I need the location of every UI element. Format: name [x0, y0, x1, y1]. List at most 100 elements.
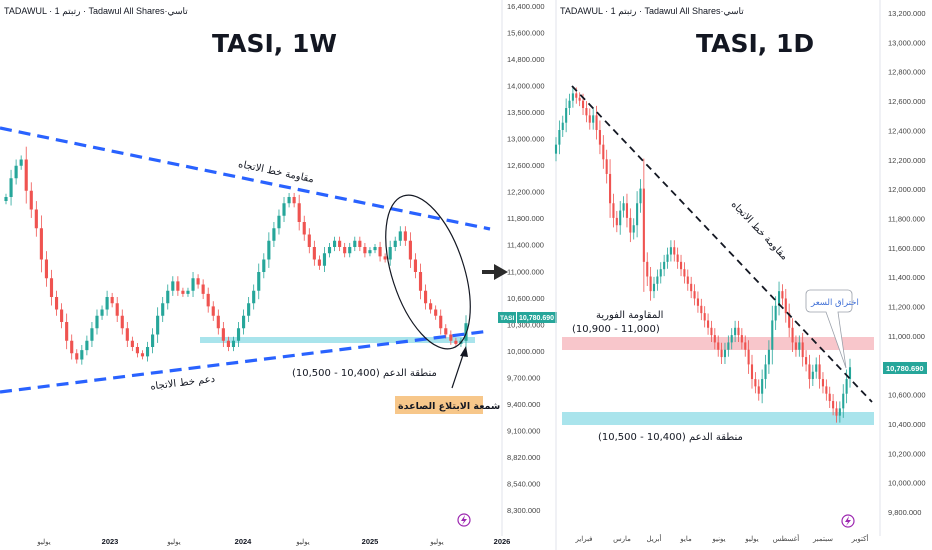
left-candle: [413, 259, 418, 272]
right-candle: [636, 203, 639, 226]
left-price-tick: 12,200.000: [507, 188, 545, 197]
right-support-zone: [562, 412, 874, 425]
left-candle: [140, 353, 145, 357]
right-price-tick: 11,600.000: [888, 244, 925, 253]
right-candle: [669, 247, 672, 255]
left-resistance-trendline: [0, 126, 491, 231]
left-candle: [65, 322, 69, 341]
left-candle: [322, 253, 327, 266]
right-candle: [791, 327, 794, 343]
left-price-tick: 16,400.000: [507, 2, 545, 11]
right-time-tick: أكتوبر: [851, 533, 869, 543]
right-candle: [734, 327, 737, 336]
right-breakout-callout: [805, 289, 853, 369]
right-price-tick: 11,200.000: [888, 303, 925, 312]
right-candle: [663, 261, 666, 270]
left-price-tick: 11,800.000: [507, 214, 544, 223]
right-candle: [561, 122, 564, 130]
left-candle: [85, 340, 89, 351]
right-price-tick: 12,000.000: [888, 185, 926, 194]
left-candle: [100, 309, 104, 316]
right-candle: [811, 371, 814, 380]
right-price-tick: 10,000.000: [888, 479, 926, 488]
right-price-axis: 13,200.000 13,000.000 12,800.000 12,600.000…: [888, 9, 926, 517]
right-candle: [737, 327, 740, 336]
left-candle: [211, 306, 215, 316]
right-candle: [744, 342, 747, 350]
left-candle: [161, 303, 165, 316]
right-candle: [602, 144, 605, 160]
left-header: TADAWUL · رتبتم 1 · Tadawul All Shares·ت…: [4, 6, 188, 17]
left-candle: [181, 290, 185, 294]
left-candle: [236, 328, 241, 341]
right-candle: [568, 100, 571, 109]
right-candle: [774, 305, 777, 321]
left-title: TASI, 1W: [212, 29, 337, 58]
left-time-tick: 2026: [494, 537, 511, 546]
left-candle: [120, 315, 124, 329]
right-header: TADAWUL · رتبتم 1 · Tadawul All Shares·ت…: [560, 6, 744, 17]
left-candle: [95, 315, 99, 329]
left-candle: [358, 240, 362, 247]
right-candle: [656, 276, 659, 284]
left-candle: [287, 197, 291, 204]
right-candle: [818, 364, 821, 380]
left-price-tick: 12,600.000: [507, 161, 545, 170]
left-price-tick: 15,600.000: [507, 29, 545, 38]
left-symbol-tag: [498, 312, 516, 323]
right-candle: [707, 320, 710, 328]
left-candle: [166, 290, 170, 304]
left-candle: [267, 240, 271, 260]
right-time-tick: مارس: [613, 535, 631, 543]
right-candle: [642, 188, 645, 262]
left-price-tick: 8,540.000: [507, 479, 540, 488]
right-candle: [740, 335, 743, 343]
right-time-tick: أغسطس: [773, 533, 800, 543]
left-candle: [307, 234, 311, 247]
left-support-label: دعم خط الاتجاه: [150, 374, 216, 393]
right-candle: [659, 269, 662, 277]
right-time-tick: يوليو: [744, 535, 758, 543]
right-price-tick: 12,800.000: [888, 68, 926, 77]
left-time-tick: 2024: [235, 537, 253, 546]
right-candle: [686, 276, 689, 284]
left-engulfing-label: شمعة الابتلاع الصاعدة: [398, 401, 500, 412]
right-candle: [717, 342, 720, 350]
left-candle: [44, 259, 49, 279]
left-time-axis: يوليو 2023 يوليو 2024 يوليو 2025 يوليو 2026: [36, 537, 510, 546]
right-candle: [825, 386, 828, 394]
right-candle: [821, 379, 825, 387]
right-candle: [575, 93, 578, 98]
left-candle: [333, 240, 337, 247]
right-price-tick: 11,800.000: [888, 214, 925, 223]
right-time-tick: مايو: [679, 535, 692, 543]
right-candle: [771, 320, 774, 350]
left-time-tick: يوليو: [429, 538, 443, 546]
left-candle: [9, 178, 13, 197]
right-candle: [588, 115, 591, 123]
right-candle: [761, 379, 764, 394]
right-candle: [585, 108, 588, 116]
right-time-tick: فبراير: [574, 535, 592, 543]
right-candle: [832, 401, 835, 409]
left-lightning-icon[interactable]: [457, 513, 471, 527]
right-candle: [784, 298, 787, 314]
right-candle: [757, 386, 760, 394]
left-candle: [226, 340, 230, 347]
left-price-tick: 10,000.000: [507, 347, 545, 356]
right-candle: [845, 379, 848, 394]
right-candle: [666, 254, 669, 262]
left-candle: [70, 340, 74, 354]
left-candle: [388, 247, 392, 260]
right-candle: [619, 210, 622, 226]
right-candle: [710, 327, 713, 336]
left-price-tick: 9,100.000: [507, 426, 540, 435]
left-candle: [24, 159, 28, 191]
right-support-zone-label: منطقة الدعم (10,400 - 10,500): [598, 432, 743, 443]
right-lightning-icon[interactable]: [841, 514, 855, 528]
left-candle: [464, 323, 468, 341]
right-time-tick: يونيو: [711, 536, 725, 543]
left-panel: TADAWUL · رتبتم 1 · Tadawul All Shares·ت…: [0, 0, 557, 546]
right-candle: [838, 408, 841, 416]
left-support-zone-label: منطقة الدعم (10,400 - 10,500): [292, 368, 437, 379]
